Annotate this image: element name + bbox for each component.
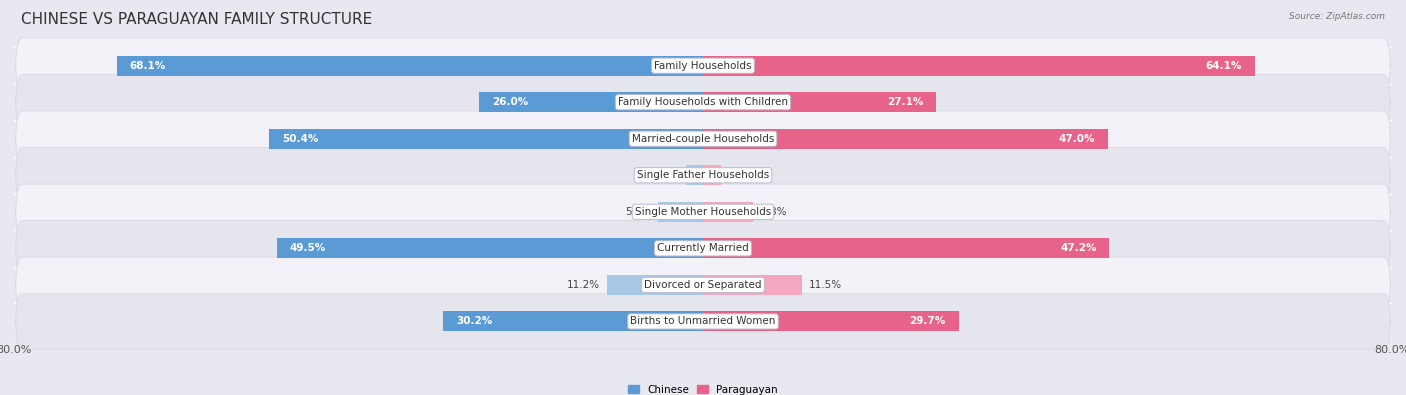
Text: 49.5%: 49.5% [290, 243, 326, 253]
Bar [269, 129, 703, 149]
Text: 5.2%: 5.2% [624, 207, 651, 217]
Bar [606, 275, 703, 295]
Bar [117, 56, 703, 76]
Text: 11.5%: 11.5% [808, 280, 842, 290]
Bar [703, 202, 754, 222]
Text: 68.1%: 68.1% [129, 61, 166, 71]
Text: Divorced or Separated: Divorced or Separated [644, 280, 762, 290]
Text: Births to Unmarried Women: Births to Unmarried Women [630, 316, 776, 326]
Text: Source: ZipAtlas.com: Source: ZipAtlas.com [1289, 12, 1385, 21]
Text: 30.2%: 30.2% [456, 316, 492, 326]
Text: 50.4%: 50.4% [281, 134, 318, 144]
Bar [277, 238, 703, 258]
Bar [703, 165, 721, 185]
Bar [703, 311, 959, 331]
Bar [703, 275, 801, 295]
Bar [686, 165, 703, 185]
FancyBboxPatch shape [15, 184, 1391, 240]
FancyBboxPatch shape [15, 220, 1391, 276]
Legend: Chinese, Paraguayan: Chinese, Paraguayan [624, 380, 782, 395]
Bar [703, 92, 936, 112]
FancyBboxPatch shape [15, 293, 1391, 349]
Text: 47.0%: 47.0% [1059, 134, 1095, 144]
Bar [443, 311, 703, 331]
FancyBboxPatch shape [15, 147, 1391, 203]
Bar [703, 129, 1108, 149]
Bar [658, 202, 703, 222]
Text: 64.1%: 64.1% [1206, 61, 1241, 71]
FancyBboxPatch shape [15, 111, 1391, 167]
FancyBboxPatch shape [15, 257, 1391, 313]
Text: 11.2%: 11.2% [567, 280, 599, 290]
Text: 47.2%: 47.2% [1060, 243, 1097, 253]
Text: 29.7%: 29.7% [910, 316, 946, 326]
Bar [703, 56, 1256, 76]
FancyBboxPatch shape [15, 38, 1391, 94]
Text: Single Mother Households: Single Mother Households [636, 207, 770, 217]
Bar [479, 92, 703, 112]
Bar [703, 238, 1109, 258]
Text: 5.8%: 5.8% [759, 207, 786, 217]
Text: 27.1%: 27.1% [887, 97, 924, 107]
Text: Married-couple Households: Married-couple Households [631, 134, 775, 144]
Text: 2.1%: 2.1% [728, 170, 755, 180]
Text: Family Households: Family Households [654, 61, 752, 71]
FancyBboxPatch shape [15, 74, 1391, 130]
Text: 2.0%: 2.0% [652, 170, 679, 180]
Text: CHINESE VS PARAGUAYAN FAMILY STRUCTURE: CHINESE VS PARAGUAYAN FAMILY STRUCTURE [21, 12, 373, 27]
Text: Single Father Households: Single Father Households [637, 170, 769, 180]
Text: Currently Married: Currently Married [657, 243, 749, 253]
Text: Family Households with Children: Family Households with Children [619, 97, 787, 107]
Text: 26.0%: 26.0% [492, 97, 529, 107]
